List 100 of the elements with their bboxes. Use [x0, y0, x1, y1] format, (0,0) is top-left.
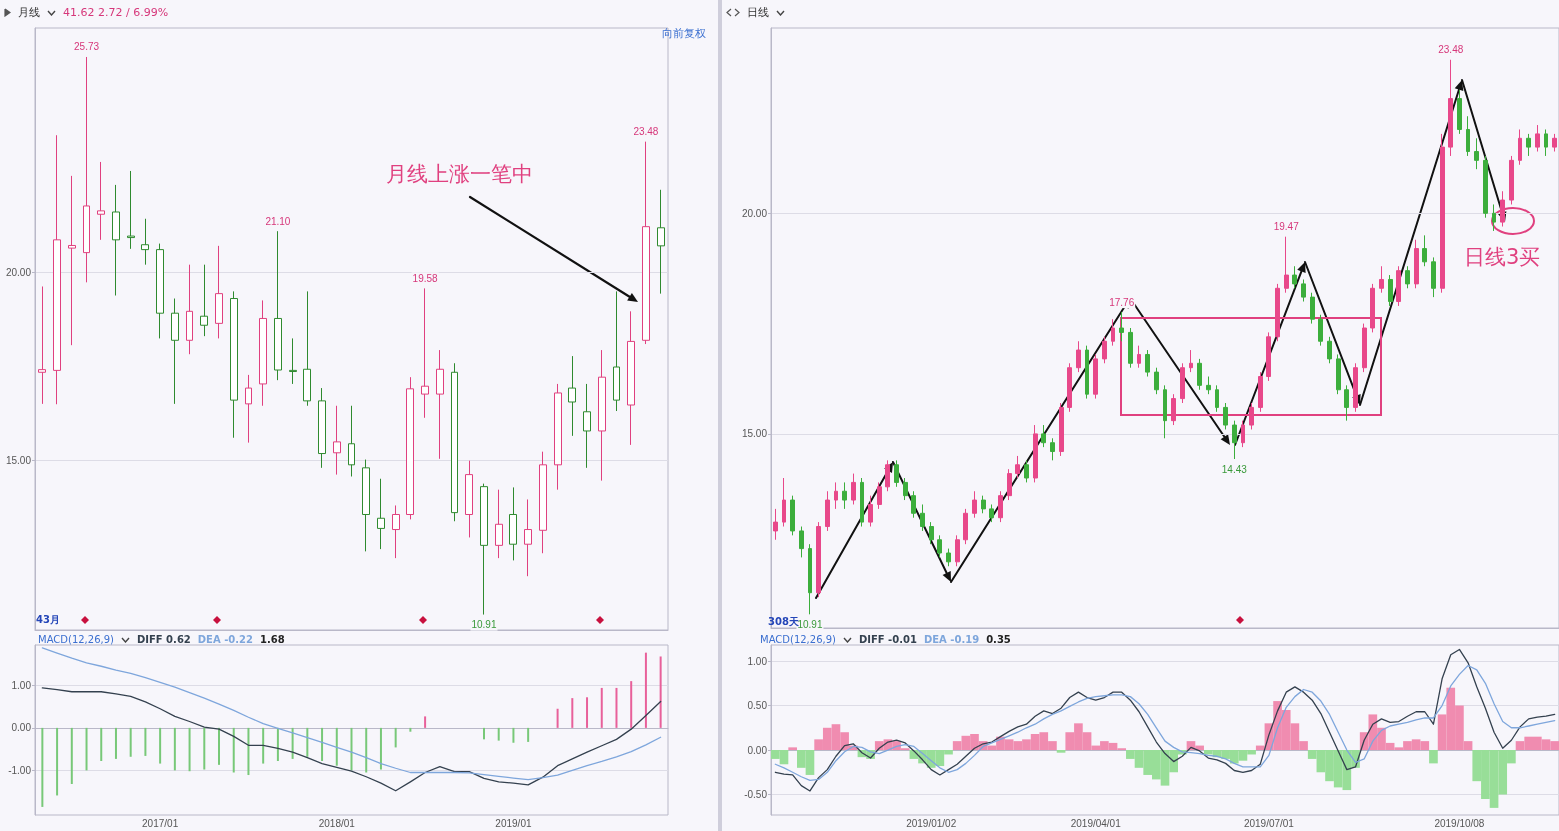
y-tick-label: 1.00 [747, 655, 768, 667]
line-series [774, 664, 1556, 781]
candlestick [946, 548, 951, 567]
bar [247, 727, 250, 776]
bar [306, 727, 309, 757]
candlestick [392, 504, 400, 559]
y-tick-label: 1.00 [11, 679, 32, 691]
candlestick [451, 362, 458, 522]
candlestick [215, 245, 223, 339]
chart-title: MACD(12,26,9) [38, 634, 114, 645]
bar [276, 727, 279, 762]
candlestick [1310, 292, 1315, 325]
candlestick [156, 243, 164, 339]
text: 14.43 [1221, 463, 1247, 475]
candlestick [1336, 353, 1341, 395]
x-tick-label: 2019/01/02 [906, 817, 957, 829]
text: 19.58 [412, 272, 438, 284]
line-series [774, 648, 1556, 792]
candlestick [1405, 265, 1410, 289]
bar [512, 727, 515, 743]
text: 23.48 [633, 126, 659, 138]
bar [129, 727, 132, 757]
bar [600, 687, 603, 728]
candlestick [38, 285, 46, 405]
bar [409, 727, 412, 732]
candlestick [1145, 349, 1150, 378]
bar [291, 727, 294, 759]
annotation: 月线上涨一笔中 [386, 161, 533, 188]
chart-subtitle: 41.62 2.72 / 6.99% [63, 6, 169, 19]
candlestick [1128, 327, 1133, 369]
candlestick [1492, 203, 1496, 232]
text: 10.91 [471, 619, 497, 631]
candlestick [816, 521, 821, 598]
candlestick [1292, 265, 1297, 289]
candlestick [1448, 59, 1453, 157]
candlestick [1111, 318, 1115, 347]
candlestick [1189, 349, 1193, 373]
candlestick [842, 481, 847, 510]
candlestick [1033, 424, 1038, 483]
candlestick [1362, 323, 1367, 373]
candlestick [1344, 384, 1349, 422]
candlestick [83, 56, 90, 283]
candlestick [1067, 362, 1072, 413]
candlestick [1059, 402, 1064, 457]
bar [41, 727, 44, 807]
candlestick [568, 355, 576, 437]
candlestick [963, 508, 968, 545]
candlestick [1093, 353, 1098, 400]
bar [379, 727, 382, 770]
candlestick [1024, 459, 1029, 483]
candlestick [186, 264, 193, 355]
candlestick [406, 376, 414, 520]
candlestick [303, 290, 311, 407]
text: 10.91 [797, 618, 823, 630]
candlestick [112, 184, 120, 297]
bar [527, 727, 530, 742]
candlestick [1431, 256, 1436, 298]
candlestick [790, 495, 795, 536]
candlestick [1474, 137, 1479, 170]
candlestick [808, 543, 812, 615]
text: 17.76 [1109, 296, 1135, 308]
candlestick [259, 299, 267, 407]
candlestick [583, 383, 591, 469]
bar [159, 727, 162, 764]
bar [144, 727, 147, 756]
candlestick [495, 489, 503, 559]
candlestick [1041, 424, 1046, 448]
bar [173, 727, 176, 771]
text: 1.68 [259, 634, 285, 645]
bar [394, 727, 397, 748]
bar [262, 727, 265, 764]
candlestick [362, 459, 370, 552]
candlestick [200, 264, 208, 337]
candlestick [421, 287, 429, 419]
candlestick [1318, 314, 1323, 347]
text: 19.47 [1273, 221, 1299, 233]
candlestick [1258, 371, 1263, 413]
text: DEA -0.19 [923, 634, 980, 645]
bar [321, 727, 324, 762]
bar [1056, 750, 1066, 753]
candlestick [1241, 420, 1245, 448]
candlestick [613, 290, 620, 412]
bar [788, 747, 797, 751]
candlestick [141, 218, 149, 266]
candlestick [554, 383, 562, 491]
candlestick [1102, 336, 1107, 364]
line-series [41, 687, 662, 792]
candlestick [1076, 340, 1081, 373]
candlestick [868, 495, 873, 528]
candlestick [1050, 437, 1055, 461]
candlestick [834, 481, 838, 510]
bar [571, 698, 574, 728]
x-tick-label: 2019/07/01 [1243, 817, 1295, 829]
candlestick [171, 298, 179, 405]
candlestick [465, 460, 473, 538]
bar [497, 727, 500, 741]
bar [232, 727, 235, 773]
candlestick [937, 534, 942, 558]
candlestick [1414, 239, 1419, 289]
candlestick [860, 477, 864, 528]
